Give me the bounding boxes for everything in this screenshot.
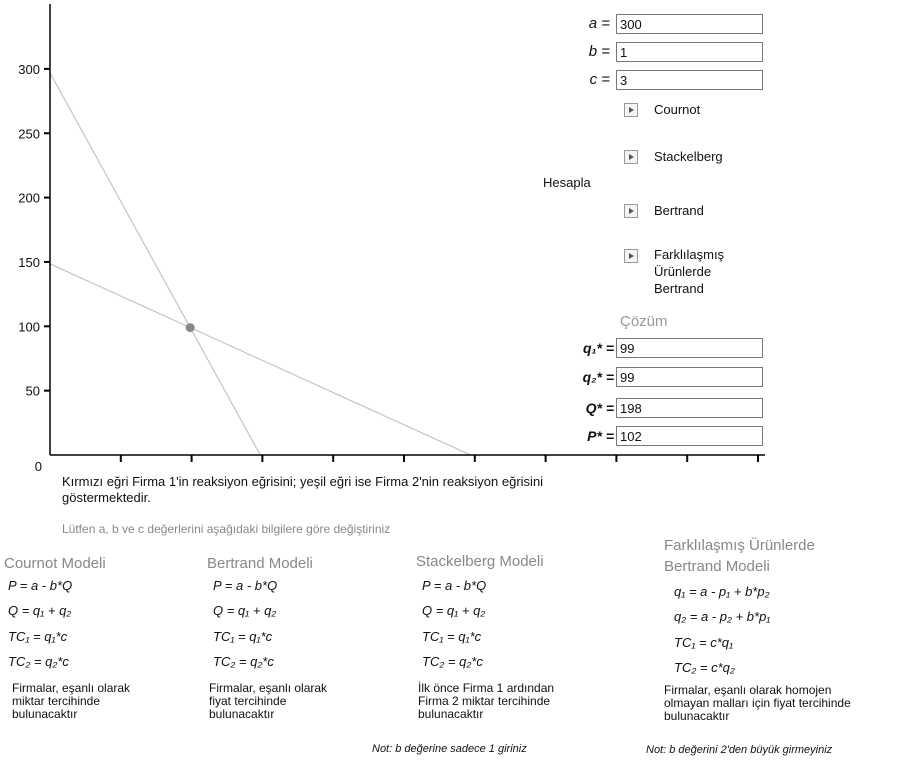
model-title: Cournot Modeli [4,555,106,572]
solution-title: Çözüm [620,313,668,330]
formula: Q = q₁ + q₂ [422,603,486,618]
formula: q₂ = a - p₂ + b*p₁ [674,609,771,624]
formula: TC₂ = q₂*c [213,654,274,669]
bertrand-model: Bertrand Modeli P = a - b*Q Q = q₁ + q₂ … [207,555,397,721]
description-line: fiyat tercihinde [209,694,287,708]
description-line: bulunacaktır [12,707,78,721]
formula: P = a - b*Q [213,578,278,593]
formula: P = a - b*Q [422,578,487,593]
description-line: Firmalar, eşanlı olarak homojen [664,683,832,697]
equilibrium-point [185,323,195,333]
model-title: Bertrand Modeli [207,555,313,572]
model-note: Not: b değerine sadece 1 giriniz [372,743,527,755]
chart-caption-line-2: göstermektedir. [62,490,151,505]
description-line: Firma 2 miktar tercihinde [418,694,551,708]
y-tick-label: 100 [18,319,40,334]
total-q-output[interactable]: 198 [616,398,763,418]
chart-caption: Kırmızı eğri Firma 1'in reaksiyon eğrisi… [62,474,543,506]
param-c-label: c = [589,71,610,88]
instruction-text: Lütfen a, b ve c değerlerini aşağıdaki b… [62,522,391,536]
q1-label: q₁* = [583,340,614,356]
description-line: Firmalar, eşanlı olarak [209,681,328,695]
formula: TC₁ = q₁*c [422,629,482,644]
formula: P = a - b*Q [8,578,73,593]
calculate-label: Hesapla [543,175,591,190]
price-output[interactable]: 102 [616,426,763,446]
reaction-curve-chart: 0 50 100 150 200 250 300 [18,4,765,474]
formula: TC₂ = q₂*c [422,654,483,669]
cournot-button-label: Cournot [654,102,701,117]
description-line: bulunacaktır [418,707,484,721]
y-tick-label: 150 [18,255,40,270]
price-label: P* = [587,428,614,444]
model-description: Firmalar, eşanlı olarak homojen olmayan … [664,684,851,723]
reaction-curve-2 [49,263,471,456]
model-title: Stackelberg Modeli [416,553,544,570]
diff-bertrand-label-1: Farklılaşmış [654,247,725,262]
bertrand-button-label: Bertrand [654,203,704,218]
formula: q₁ = a - p₁ + b*p₂ [674,584,770,599]
differentiated-bertrand-button[interactable]: Farklılaşmış Ürünlerde Bertrand [624,246,764,302]
model-description: Firmalar, eşanlı olarak miktar tercihind… [12,682,130,721]
model-title-line-2: Bertrand Modeli [664,558,770,575]
bertrand-button[interactable]: Bertrand [624,202,764,220]
formula: TC₁ = q₁*c [8,629,68,644]
model-note: Not: b değerini 2'den büyük girmeyiniz [646,744,833,756]
cournot-button[interactable]: Cournot [624,101,764,119]
description-line: İlk önce Firma 1 ardından [418,681,555,695]
description-line: Firmalar, eşanlı olarak [12,681,131,695]
reaction-curve-1 [49,72,261,456]
param-a-label: a = [588,15,610,32]
description-line: bulunacaktır [209,707,275,721]
y-tick-label: 250 [18,126,40,141]
play-icon [624,103,638,117]
q2-label: q₂* = [582,369,614,385]
param-c-input[interactable]: 3 [616,70,763,90]
formula: TC₁ = c*q₁ [674,635,734,650]
model-description: Firmalar, eşanlı olarak fiyat tercihinde… [209,682,327,721]
total-q-label: Q* = [585,400,614,416]
formula: TC₂ = c*q₂ [674,660,735,675]
formula: Q = q₁ + q₂ [213,603,277,618]
y-tick-label: 200 [18,191,40,206]
description-line: miktar tercihinde [12,694,101,708]
model-description: İlk önce Firma 1 ardından Firma 2 miktar… [418,682,554,721]
stackelberg-button-label: Stackelberg [654,149,723,164]
description-line: olmayan malları için fiyat tercihinde [664,696,851,710]
stackelberg-button[interactable]: Stackelberg [624,148,764,166]
formula: TC₁ = q₁*c [213,629,273,644]
differentiated-bertrand-model: Farklılaşmış Ürünlerde Bertrand Modeli q… [646,535,904,756]
chart-caption-line-1: Kırmızı eğri Firma 1'in reaksiyon eğrisi… [62,474,544,489]
formula: TC₂ = q₂*c [8,654,69,669]
cournot-model: Cournot Modeli P = a - b*Q Q = q₁ + q₂ T… [4,555,194,721]
q1-output[interactable]: 99 [616,338,763,358]
play-icon [624,150,638,164]
play-icon [624,204,638,218]
y-tick-label: 300 [18,62,40,77]
diff-bertrand-label-2: Ürünlerde [654,264,712,279]
param-b-label: b = [588,43,610,60]
param-b-input[interactable]: 1 [616,42,763,62]
y-tick-label: 0 [35,459,42,474]
q2-output[interactable]: 99 [616,367,763,387]
diff-bertrand-label-3: Bertrand [654,281,704,296]
model-title: Farklılaşmış Ürünlerde [664,537,815,554]
stackelberg-model: Stackelberg Modeli P = a - b*Q Q = q₁ + … [372,553,616,755]
play-icon [624,249,638,263]
formula: Q = q₁ + q₂ [8,603,72,618]
description-line: bulunacaktır [664,709,730,723]
y-tick-label: 50 [26,384,40,399]
param-a-input[interactable]: 300 [616,14,763,34]
